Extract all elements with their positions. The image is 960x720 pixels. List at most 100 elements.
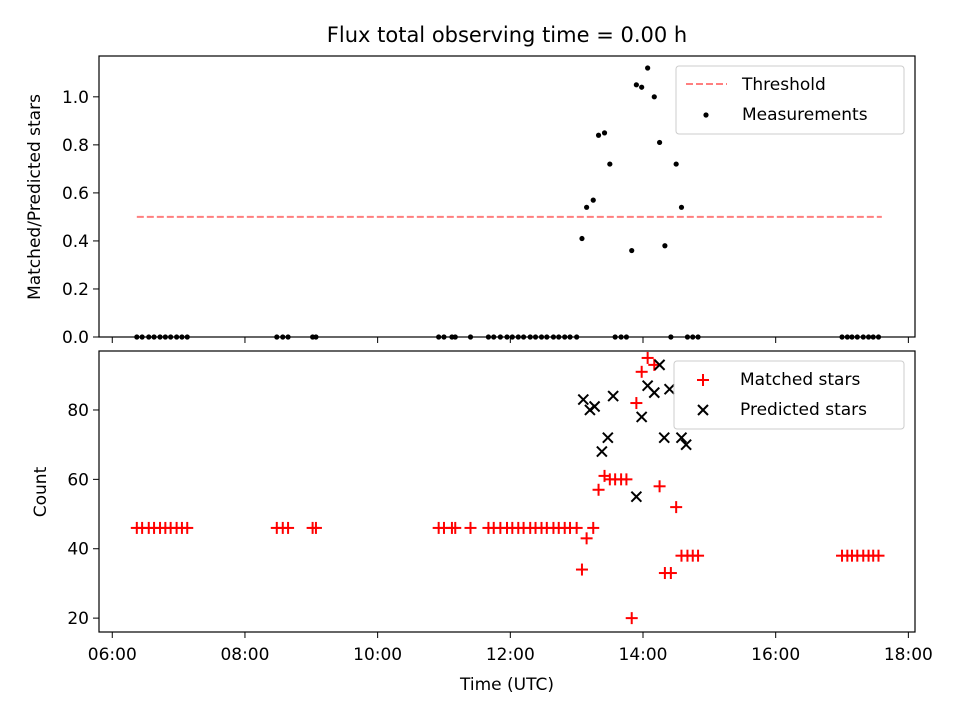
measurement-point	[436, 334, 442, 340]
x-tick-label: 06:00	[88, 645, 137, 665]
predicted-stars-point	[663, 383, 676, 395]
predicted-stars-point	[635, 411, 648, 423]
predicted-stars-point	[577, 393, 589, 406]
legend-measurements-swatch	[703, 112, 709, 118]
measurement-point	[179, 334, 185, 340]
legend-matched-swatch	[697, 374, 709, 386]
x-tick-label: 16:00	[751, 645, 800, 665]
top-x-ticks	[111, 337, 909, 343]
top-legend-box	[675, 65, 905, 135]
measurement-point	[618, 334, 624, 340]
predicted-stars-point	[588, 400, 601, 413]
measurement-point	[639, 84, 645, 90]
measurement-point	[839, 334, 845, 340]
bottom-marks	[130, 351, 885, 625]
bottom-y-ticks: 20 40 60 80	[67, 401, 99, 629]
measurement-point	[520, 334, 527, 340]
measurement-point	[452, 334, 458, 340]
matched-stars-point	[575, 563, 588, 576]
predicted-stars-point	[675, 432, 688, 444]
top-y-ticks: 0.0 0.2 0.4 0.6 0.8 1.0	[62, 88, 99, 348]
measurement-point	[584, 204, 590, 210]
measurement-point	[174, 334, 180, 340]
legend-predicted-swatch	[697, 404, 709, 416]
bottom-x-ticks: 06:00 08:00 10:00 12:00 14:00 16:00 18:00	[88, 632, 933, 665]
matched-stars-point	[464, 521, 477, 534]
legend-matched-label: Matched stars	[740, 370, 860, 390]
y-tick-label: 0.0	[62, 328, 89, 348]
measurement-point	[684, 334, 691, 340]
measurement-point	[467, 334, 474, 340]
top-marks	[134, 65, 882, 340]
top-legend: Threshold Measurements	[675, 65, 905, 135]
measurement-point	[538, 334, 545, 340]
matched-stars-point	[872, 549, 885, 562]
matched-stars-point	[625, 612, 638, 625]
top-panel: 0.0 0.2 0.4 0.6 0.8 1.0 Matched/Predicted sta…	[25, 55, 916, 348]
measurement-point	[673, 161, 679, 167]
y-tick-label: 1.0	[62, 88, 89, 108]
bottom-legend: Matched stars Predicted stars	[673, 360, 905, 430]
measurement-point	[860, 334, 866, 340]
measurement-point	[550, 334, 557, 340]
y-tick-label: 40	[67, 540, 89, 560]
matched-stars-point	[635, 365, 648, 378]
measurement-point	[146, 334, 152, 340]
measurement-point	[157, 334, 163, 340]
measurement-point	[678, 204, 685, 210]
x-tick-label: 10:00	[353, 645, 402, 665]
measurement-point	[870, 334, 876, 340]
measurement-point	[854, 334, 860, 340]
measurement-point	[695, 334, 701, 340]
measurement-point	[168, 334, 174, 340]
matched-stars-point	[309, 521, 322, 534]
measurement-point	[151, 334, 157, 340]
bottom-y-axis-label: Count	[31, 466, 51, 517]
top-y-axis-label: Matched/Predicted stars	[25, 94, 45, 300]
measurement-point	[491, 334, 497, 340]
matched-stars-point	[181, 521, 194, 534]
matched-stars-point	[620, 473, 633, 486]
bottom-legend-box	[673, 360, 905, 430]
matched-stars-point	[592, 483, 605, 496]
measurement-point	[441, 334, 447, 340]
y-tick-label: 20	[67, 609, 89, 629]
measurement-point	[633, 82, 639, 88]
chart-title: Flux total observing time = 0.00 h	[327, 23, 687, 47]
measurement-point	[497, 334, 503, 340]
matched-stars-point	[670, 501, 683, 514]
predicted-stars-point	[630, 490, 643, 503]
measurement-point	[532, 334, 539, 340]
measurement-point	[527, 334, 533, 340]
measurement-point	[601, 130, 608, 136]
measurement-point	[509, 334, 515, 340]
bottom-panel: 20 40 60 80 06:00 08:00 10:00 12:00 14:00 16:00 1…	[31, 350, 933, 695]
measurement-point	[544, 334, 550, 340]
measurement-point	[485, 334, 492, 340]
predicted-stars-point	[658, 432, 670, 444]
matched-stars-point	[664, 567, 677, 580]
measurement-point	[623, 334, 630, 340]
measurement-point	[645, 65, 651, 71]
measurement-point	[849, 334, 855, 340]
predicted-stars-point	[596, 445, 608, 458]
measurement-point	[612, 334, 618, 340]
y-tick-label: 0.6	[62, 184, 89, 204]
measurement-point	[607, 161, 613, 167]
predicted-stars-point	[653, 359, 666, 371]
measurement-point	[579, 235, 585, 242]
measurement-point	[567, 334, 573, 340]
predicted-stars-point	[607, 390, 619, 402]
measurement-point	[668, 334, 674, 340]
measurement-point	[134, 334, 140, 340]
measurement-point	[184, 334, 190, 340]
measurement-point	[274, 334, 280, 340]
legend-measurements-label: Measurements	[742, 105, 868, 125]
legend-predicted-label: Predicted stars	[740, 400, 867, 420]
matched-stars-point	[282, 521, 295, 534]
y-tick-label: 80	[67, 401, 89, 421]
predicted-stars-point	[680, 438, 692, 451]
bottom-plot-frame	[98, 350, 916, 633]
measurement-point	[629, 247, 635, 254]
